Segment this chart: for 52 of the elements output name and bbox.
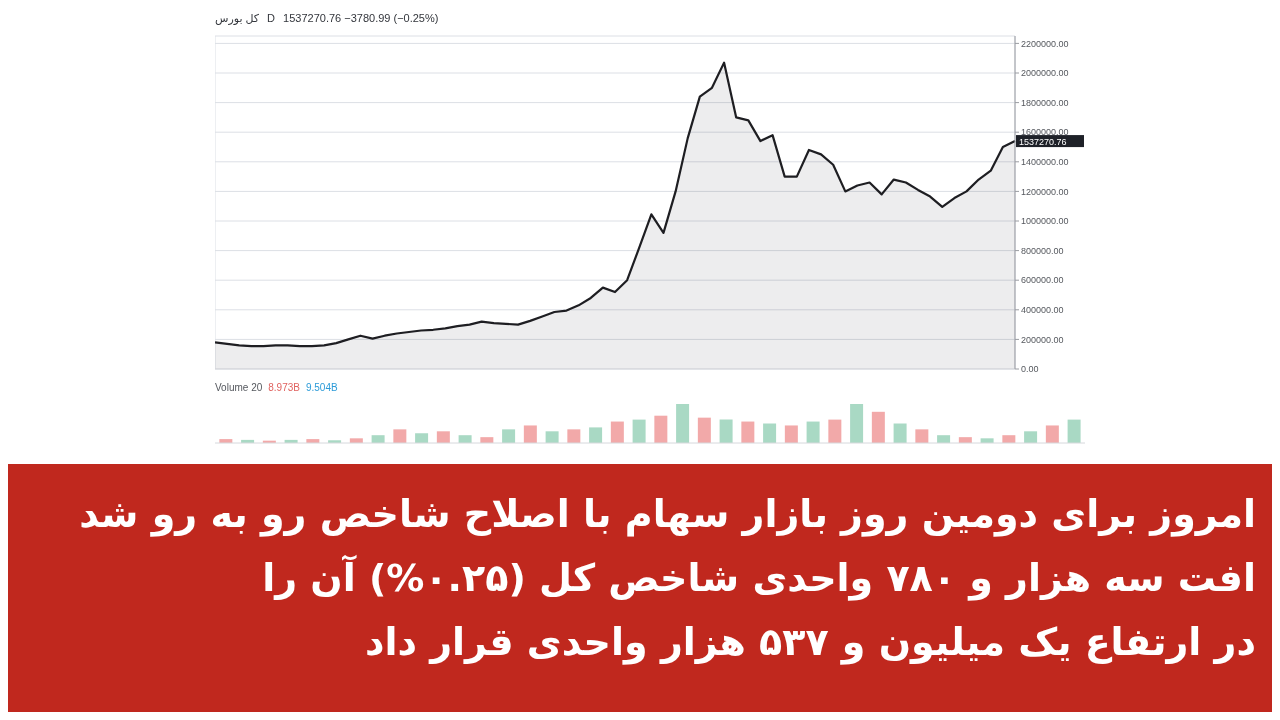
bar — [415, 433, 429, 443]
bar — [937, 435, 951, 443]
chart-title: Volume 20 — [215, 381, 263, 395]
bar — [393, 429, 407, 443]
chart-title: کل بورس — [215, 11, 260, 27]
bar — [371, 435, 385, 443]
y-tick-label: 200000.00 — [1021, 334, 1064, 345]
bar — [589, 427, 603, 443]
bar — [1067, 419, 1081, 443]
text: 8.973B — [268, 381, 300, 395]
y-tick-label: 2000000.00 — [1021, 68, 1069, 79]
bar — [654, 415, 668, 443]
y-tick-label: 1400000.00 — [1021, 157, 1069, 167]
bar — [1002, 435, 1016, 443]
y-tick-label: 1800000.00 — [1021, 97, 1069, 108]
bar — [676, 404, 690, 443]
text: 9.504B — [305, 381, 338, 395]
bar — [806, 421, 820, 443]
bar — [893, 423, 907, 443]
y-tick-label: 1200000.00 — [1021, 186, 1069, 197]
bar — [458, 435, 472, 443]
text: در ارتفاع یک میلیون و ۵۳۷ هزار واحدی قرار داد — [363, 619, 1256, 667]
chart-subtitle: D — [267, 11, 276, 26]
bar — [436, 431, 450, 443]
bar — [502, 429, 516, 443]
y-tick-label: 800000.00 — [1021, 245, 1064, 256]
bar — [915, 429, 929, 443]
bar — [850, 404, 864, 443]
y-tick-label: 1600000.00 — [1021, 127, 1069, 138]
bar — [719, 419, 733, 443]
text: امروز برای دومین روز بازار سهام با اصلاح شاخص رو به رو شد — [78, 491, 1256, 539]
bar — [1024, 431, 1038, 443]
text: 1537270.76 — [1019, 137, 1067, 148]
y-tick-label: 2200000.00 — [1021, 38, 1069, 49]
y-tick-label: 400000.00 — [1021, 304, 1064, 315]
y-tick-label: 600000.00 — [1021, 275, 1064, 286]
bar — [741, 421, 755, 443]
bar — [545, 431, 559, 443]
bar — [567, 429, 581, 443]
bar — [632, 419, 646, 443]
text: 1537270.76 −3780.99 (−0.25%) — [283, 11, 439, 26]
bar — [523, 425, 537, 443]
bar — [763, 423, 777, 443]
bar — [697, 417, 711, 443]
y-tick-label: 0.00 — [1021, 364, 1039, 375]
bar — [1045, 425, 1059, 443]
text: افت سه هزار و ۷۸۰ واحدی شاخص کل (۰.۲۵%) آن را — [261, 554, 1256, 603]
bar — [828, 419, 842, 443]
bar — [871, 411, 885, 443]
bar — [784, 425, 798, 443]
bar — [610, 421, 624, 443]
y-tick-label: 1000000.00 — [1021, 216, 1069, 227]
